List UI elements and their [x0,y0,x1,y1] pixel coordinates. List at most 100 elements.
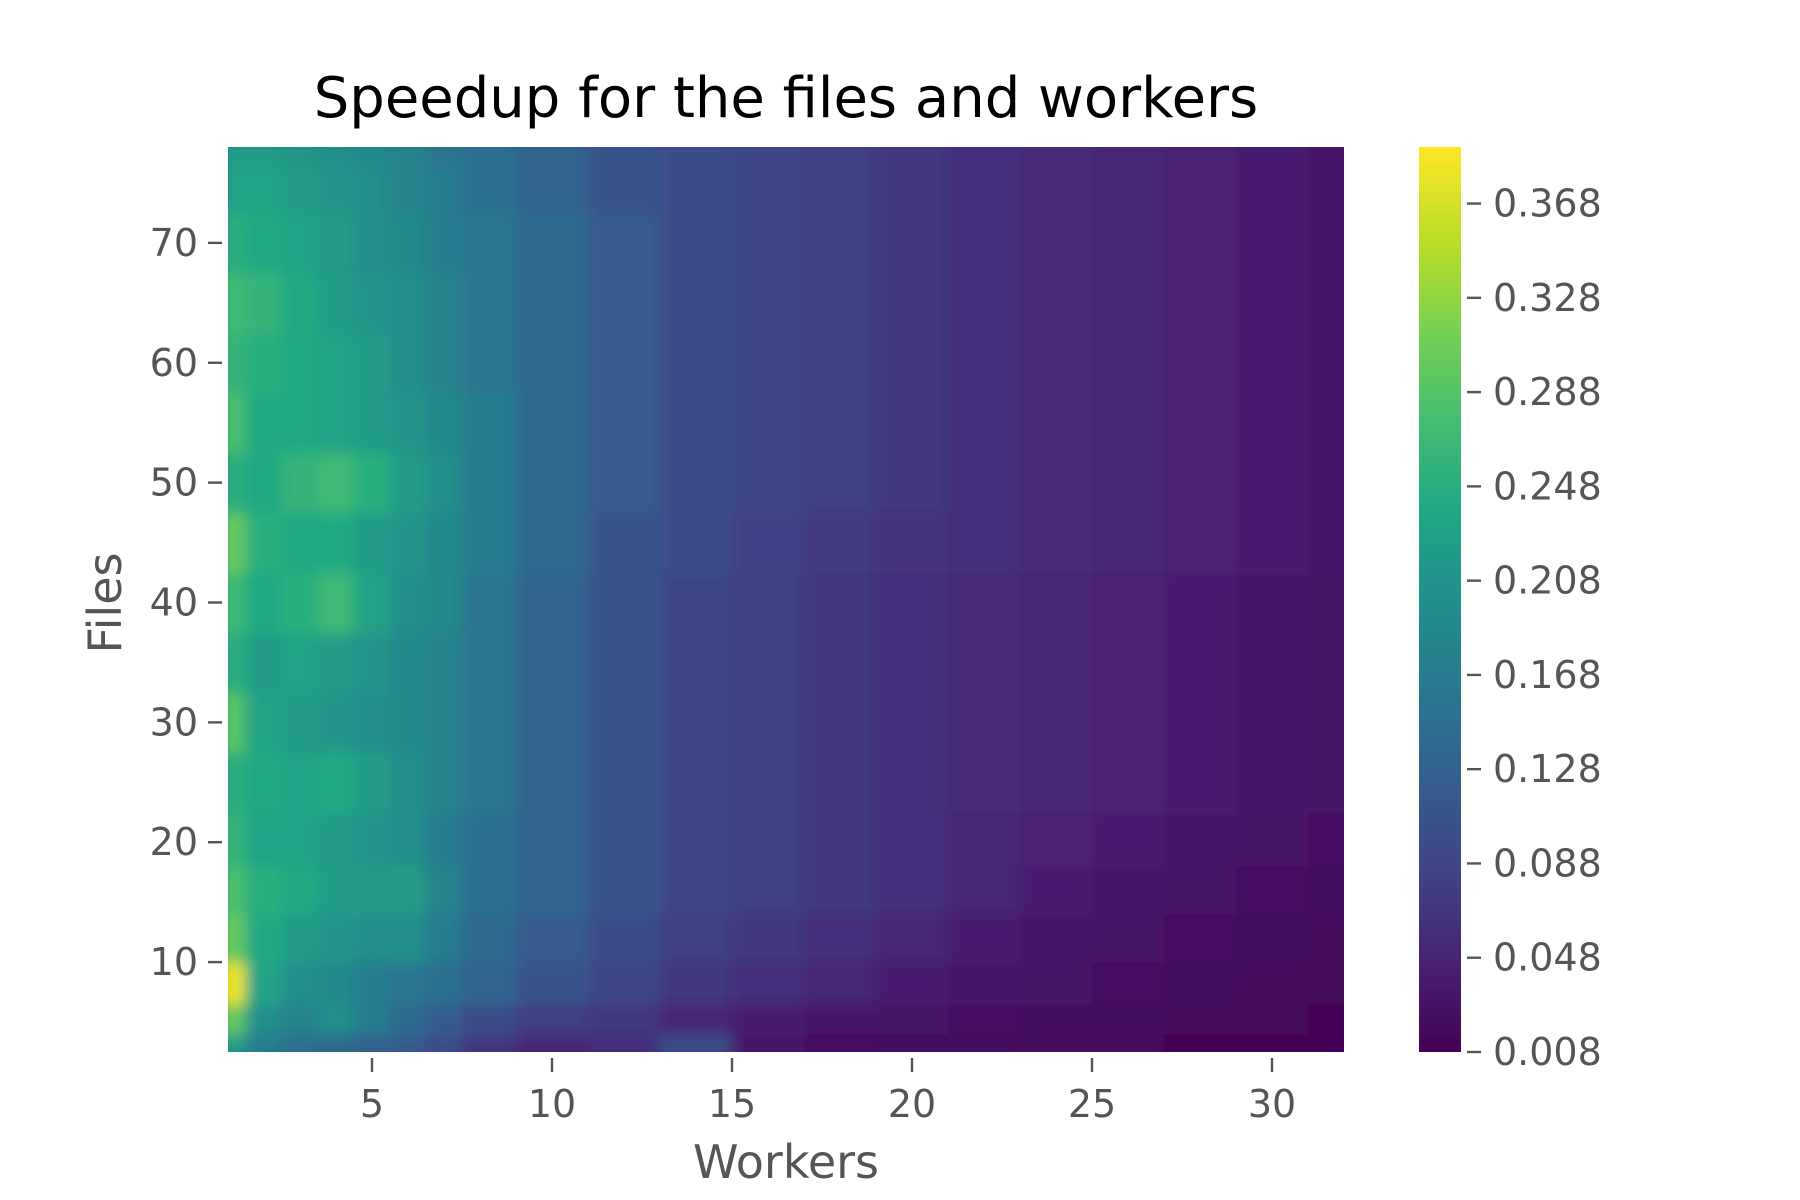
heatmap-cell [1091,865,1165,915]
heatmap-cell [731,631,805,693]
heatmap-smooth-layer [228,147,1344,1052]
heatmap-cell [659,272,733,334]
heatmap-cell [1235,452,1309,514]
heatmap-cell [1091,572,1165,633]
colorbar-tick-label: 0.128 [1493,747,1602,791]
heatmap-cell [875,811,949,867]
heatmap-cell [389,691,427,753]
heatmap-cell [659,164,733,214]
heatmap-cell [947,512,1021,574]
heatmap-cell [245,913,283,963]
heatmap-cell [1091,691,1165,753]
heatmap-cell [947,1003,1021,1035]
heatmap-cell [803,691,877,753]
heatmap-cell [659,452,733,514]
heatmap-cell [353,811,391,867]
heatmap-cell [1019,865,1093,915]
heatmap-cell [461,865,517,915]
heatmap-cell [281,147,319,166]
heatmap-cell [1091,332,1165,394]
heatmap-cell [353,1033,391,1052]
heatmap-cell [245,811,283,867]
heatmap-cell [1235,332,1309,394]
heatmap-cell [389,913,427,963]
heatmap-cell [875,691,949,753]
heatmap-cell [515,1033,589,1052]
heatmap-cell [1307,961,1344,1005]
heatmap-cell [1019,1003,1093,1035]
heatmap-cell [875,751,949,813]
heatmap-cell [1235,691,1309,753]
heatmap-cell [731,452,805,514]
heatmap-cell [1163,452,1237,514]
heatmap-cell [353,212,391,274]
heatmap-cell [587,865,661,915]
heatmap-cell [803,751,877,813]
heatmap-cell [587,147,661,166]
heatmap-cell [1091,913,1165,963]
heatmap-cell [587,811,661,867]
heatmap-cell [389,865,427,915]
heatmap-cell [587,272,661,334]
heatmap-cell [353,164,391,214]
heatmap-cell [1235,164,1309,214]
heatmap-cell [425,452,463,514]
heatmap-cell [803,811,877,867]
heatmap-cell [1019,631,1093,693]
heatmap-cell [947,164,1021,214]
heatmap-cell [425,631,463,693]
heatmap-cell [425,272,463,334]
heatmap-cell [1235,1003,1309,1035]
heatmap-cell [803,212,877,274]
heatmap-cell [1091,212,1165,274]
heatmap-cell [461,164,517,214]
y-axis-label: Files [78,553,132,654]
heatmap-cell [731,272,805,334]
heatmap-cell [1019,392,1093,454]
heatmap-cell [1019,147,1093,166]
heatmap-cell [461,811,517,867]
heatmap-cell [1235,913,1309,963]
heatmap-cell [803,913,877,963]
heatmap-cell [515,751,589,813]
heatmap-cell [245,332,283,394]
y-tick-label: 60 [150,341,198,385]
heatmap-cell [1307,751,1344,813]
heatmap-cell [587,512,661,574]
heatmap-cell [1235,212,1309,274]
heatmap-cell [228,452,247,514]
heatmap-cell [875,572,949,633]
heatmap-cell [659,147,733,166]
heatmap-cell [1091,811,1165,867]
y-tick-label: 70 [150,221,198,265]
y-tick-label: 30 [150,700,198,744]
heatmap-cell [461,272,517,334]
x-tick-label: 10 [528,1082,576,1126]
heatmap-cell [245,572,283,633]
heatmap-cell [281,572,319,633]
heatmap-cell [1163,1003,1237,1035]
heatmap-cell [425,147,463,166]
heatmap-cell [1019,512,1093,574]
heatmap-cell [1307,512,1344,574]
heatmap-cell [1091,272,1165,334]
heatmap-cell [659,691,733,753]
heatmap-cell [587,164,661,214]
heatmap-cell [1091,631,1165,693]
colorbar-tick-label: 0.288 [1493,370,1602,414]
heatmap-cell [281,1003,319,1035]
heatmap-cell [803,164,877,214]
heatmap-cell [587,392,661,454]
heatmap-cell [875,512,949,574]
heatmap-cell [228,272,247,334]
heatmap-cell [228,147,247,166]
heatmap-cell [425,811,463,867]
heatmap-cell [587,572,661,633]
heatmap-cell [875,961,949,1005]
heatmap-cell [1091,1003,1165,1035]
heatmap-cell [515,332,589,394]
heatmap-cell [461,631,517,693]
heatmap-cell [731,865,805,915]
heatmap-cell [947,147,1021,166]
heatmap-cell [803,392,877,454]
